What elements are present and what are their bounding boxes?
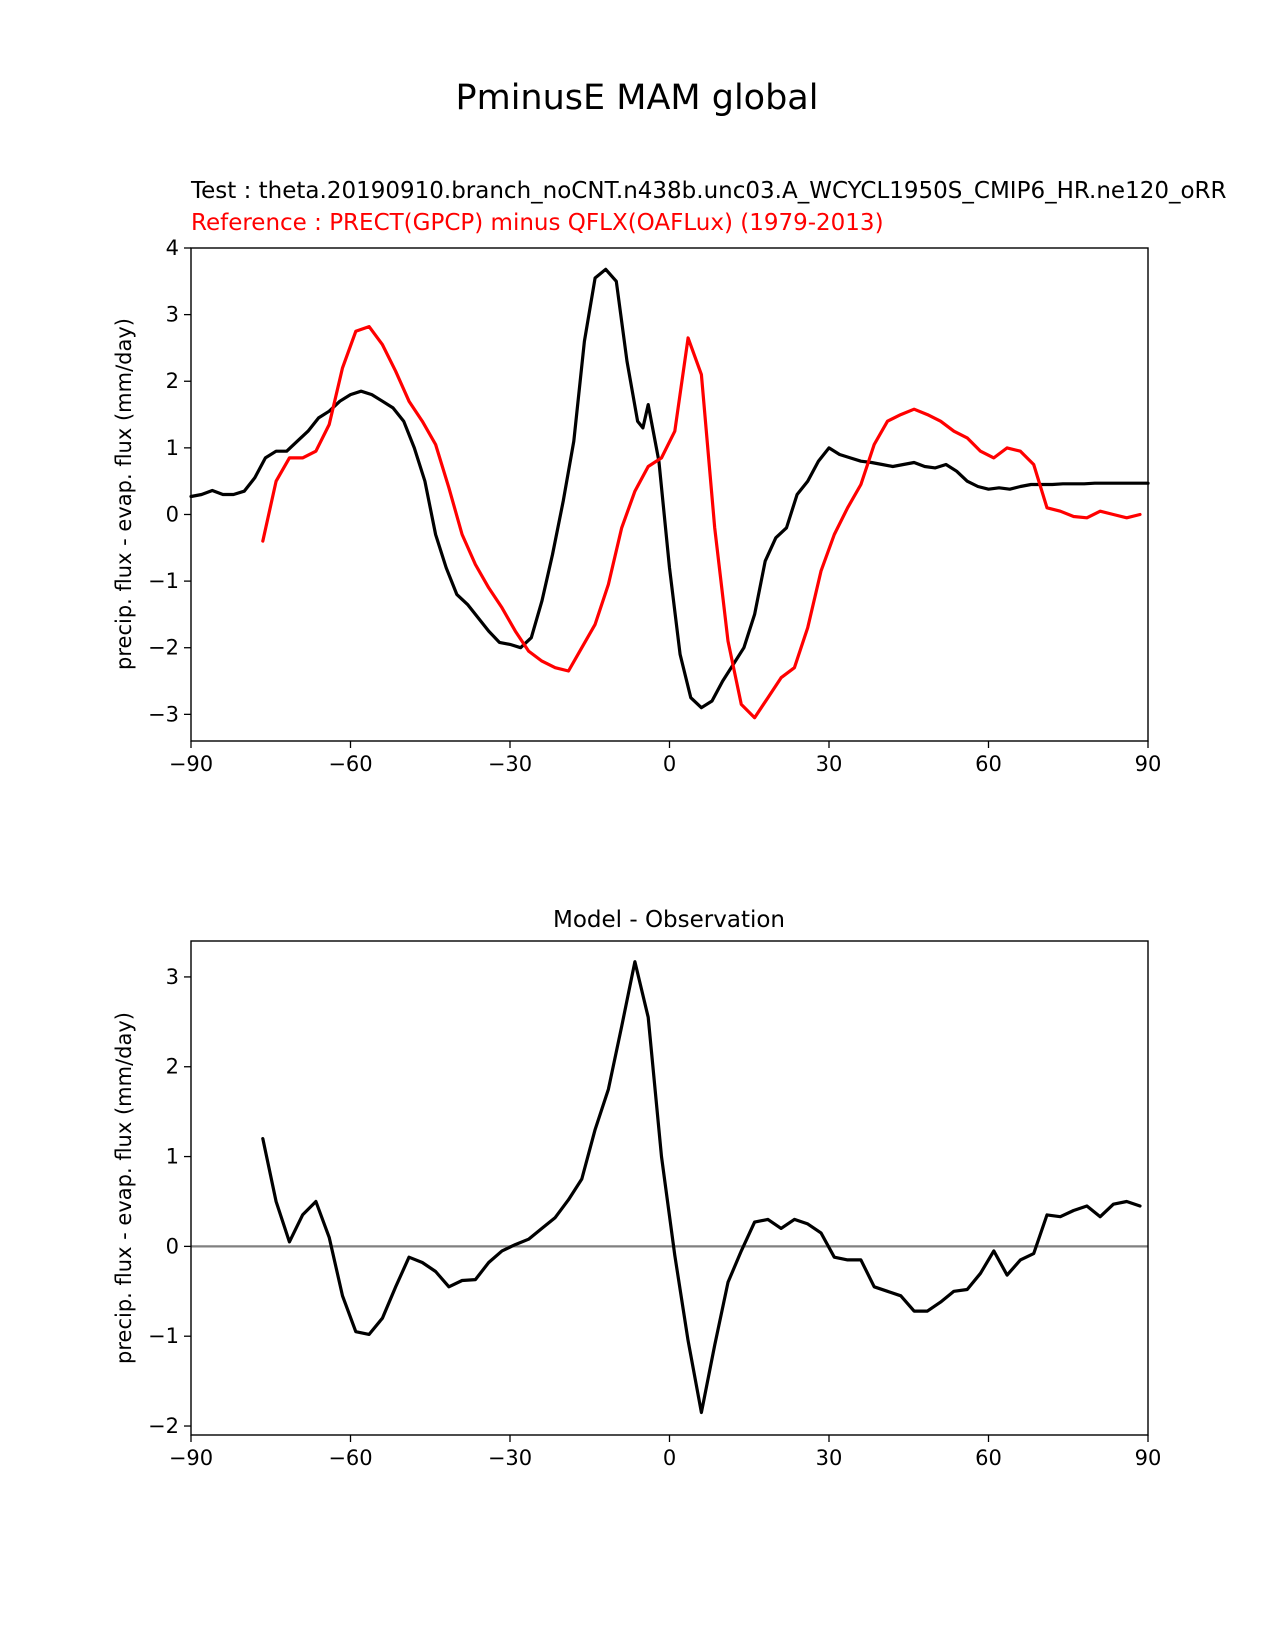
bottom-xtick-label: 90 (1135, 1446, 1162, 1470)
top-ytick-label: −2 (148, 636, 179, 660)
panel-bottom: −90 −60 −30 0 30 60 90 −2 −1 0 1 2 3 precip. flux - … (112, 940, 1161, 1470)
top-xtick-label: −30 (488, 752, 532, 776)
top-ytick-label: 3 (166, 303, 179, 327)
bottom-title: Model - Observation (553, 907, 785, 933)
top-series-group (189, 267, 1150, 720)
bottom-xtick-label: 60 (975, 1446, 1002, 1470)
reference-label: Reference : PRECT(GPCP) minus QFLX(OAFLu… (191, 210, 884, 236)
top-ytick-label: −3 (148, 702, 179, 726)
top-axis-ticks: −90 −60 −30 0 30 60 90 −3 −2 −1 0 1 2 3 4 (148, 236, 1161, 776)
top-xtick-label: 60 (975, 752, 1002, 776)
bottom-xtick-label: 0 (663, 1446, 676, 1470)
bottom-series-group (191, 960, 1148, 1415)
bottom-ytick-label: 0 (166, 1234, 179, 1258)
bottom-ytick-label: 1 (166, 1145, 179, 1169)
top-ytick-label: 0 (166, 502, 179, 526)
bottom-ytick-label: 2 (166, 1055, 179, 1079)
bottom-xtick-label: −60 (328, 1446, 372, 1470)
test-label: Test : theta.20190910.branch_noCNT.n438b… (190, 178, 1227, 204)
top-xtick-label: −90 (169, 752, 213, 776)
top-xtick-label: 90 (1135, 752, 1162, 776)
bottom-series-model-observation (261, 960, 1142, 1415)
top-xtick-label: −60 (328, 752, 372, 776)
bottom-xtick-label: −30 (488, 1446, 532, 1470)
top-series-reference (261, 325, 1142, 720)
top-xtick-label: 0 (663, 752, 676, 776)
bottom-ytick-label: 3 (166, 965, 179, 989)
top-series-test (189, 267, 1150, 710)
bottom-xtick-label: −90 (169, 1446, 213, 1470)
top-ylabel: precip. flux - evap. flux (mm/day) (112, 318, 136, 670)
top-ytick-label: 4 (166, 236, 179, 260)
bottom-axis-ticks: −90 −60 −30 0 30 60 90 −2 −1 0 1 2 3 (148, 965, 1161, 1470)
top-xtick-label: 30 (816, 752, 843, 776)
top-ytick-label: −1 (148, 569, 179, 593)
bottom-ylabel: precip. flux - evap. flux (mm/day) (112, 1012, 136, 1364)
figure-title: PminusE MAM global (456, 78, 819, 118)
bottom-ytick-label: −1 (148, 1324, 179, 1348)
bottom-ytick-label: −2 (148, 1414, 179, 1438)
bottom-xtick-label: 30 (816, 1446, 843, 1470)
bottom-plot-frame (190, 940, 1149, 1436)
top-ytick-label: 1 (166, 436, 179, 460)
panel-top: −90 −60 −30 0 30 60 90 −3 −2 −1 0 1 2 3 4 precip. flux… (112, 236, 1161, 776)
top-plot-frame (190, 247, 1149, 742)
top-ytick-label: 2 (166, 369, 179, 393)
